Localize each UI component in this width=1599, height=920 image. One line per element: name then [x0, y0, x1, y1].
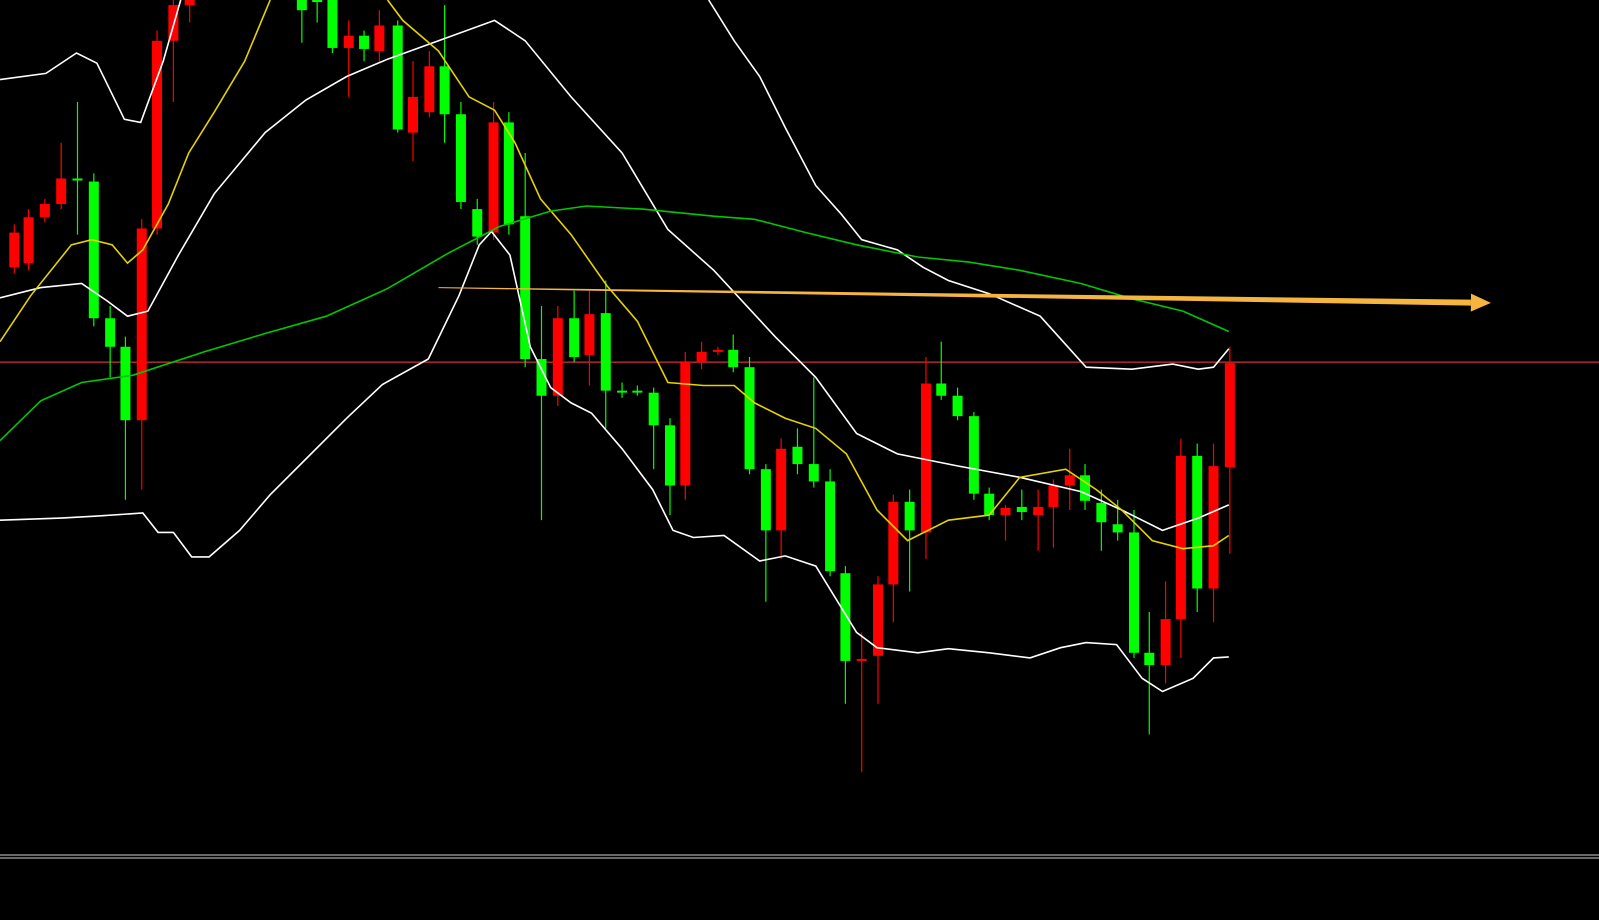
candle-body	[856, 658, 867, 661]
candle-body	[503, 122, 514, 225]
candle-body	[184, 0, 195, 6]
candle-body	[873, 584, 884, 656]
candle-body	[392, 25, 403, 130]
candle-body	[825, 481, 836, 572]
candle-body	[472, 209, 483, 237]
candle-body	[1064, 475, 1075, 486]
candle-body	[439, 66, 450, 115]
candle-body	[327, 0, 338, 48]
candle-body	[39, 203, 50, 218]
candle-body	[776, 448, 787, 531]
candle-body	[1016, 506, 1027, 513]
candle-body	[536, 359, 547, 396]
candle-body	[296, 0, 307, 11]
candle-body	[1048, 485, 1059, 507]
candle-body	[680, 362, 691, 486]
trend-arrow	[438, 287, 1471, 306]
candle-body	[72, 178, 83, 181]
candle-body	[1160, 619, 1171, 666]
candle-body	[23, 217, 34, 264]
candle-body	[952, 395, 963, 417]
candle-body	[569, 318, 580, 357]
candle-body	[424, 66, 435, 113]
arrow-head	[1470, 293, 1491, 312]
candle-body	[792, 446, 803, 465]
candle-body	[1128, 532, 1139, 653]
candle-body	[488, 122, 499, 233]
candle-body	[1175, 455, 1186, 620]
candle-body	[696, 351, 707, 363]
candle-body	[840, 573, 851, 661]
candle-body	[374, 25, 385, 51]
candle-body	[728, 349, 739, 368]
candle-body	[9, 232, 20, 268]
indicator-line	[0, 19, 1230, 532]
candle-body	[455, 114, 466, 202]
indicator-line	[0, 205, 1230, 442]
candle-body	[312, 0, 323, 3]
candle-body	[1224, 363, 1235, 468]
candle-body	[88, 181, 99, 319]
candle-body	[1112, 524, 1123, 533]
candle-body	[152, 40, 163, 229]
candle-body	[712, 349, 723, 352]
indicator-line	[0, 0, 1230, 550]
candle-body	[808, 464, 819, 482]
candle-body	[664, 425, 675, 486]
candle-body	[632, 390, 643, 393]
candle-body	[760, 469, 771, 531]
candle-body	[136, 228, 147, 421]
indicator-line	[0, 0, 1230, 371]
candle-body	[520, 216, 531, 360]
candle-body	[584, 314, 595, 355]
candle-body	[1033, 506, 1044, 516]
indicator-line	[0, 230, 1229, 693]
candle-body	[984, 493, 995, 516]
candle-body	[1192, 455, 1203, 589]
candle-body	[936, 383, 947, 396]
candle-body	[120, 346, 131, 421]
candle-body	[904, 501, 915, 531]
candle-body	[552, 318, 563, 396]
candle-body	[56, 178, 67, 204]
candle-body	[1144, 652, 1155, 666]
candle-body	[105, 318, 116, 347]
candle-body	[617, 390, 628, 393]
candle-body	[1096, 502, 1107, 523]
candle-body	[359, 35, 370, 49]
candle-body	[1080, 475, 1091, 501]
candle-body	[744, 367, 755, 470]
candle-body	[648, 392, 659, 426]
candle-body	[408, 96, 419, 133]
candle-body	[968, 416, 979, 494]
candle-body	[1208, 466, 1219, 589]
candle-body	[600, 313, 611, 391]
candle-body	[1000, 507, 1011, 516]
candle-body	[888, 501, 899, 585]
candle-body	[920, 383, 931, 533]
candle-body	[343, 35, 354, 48]
